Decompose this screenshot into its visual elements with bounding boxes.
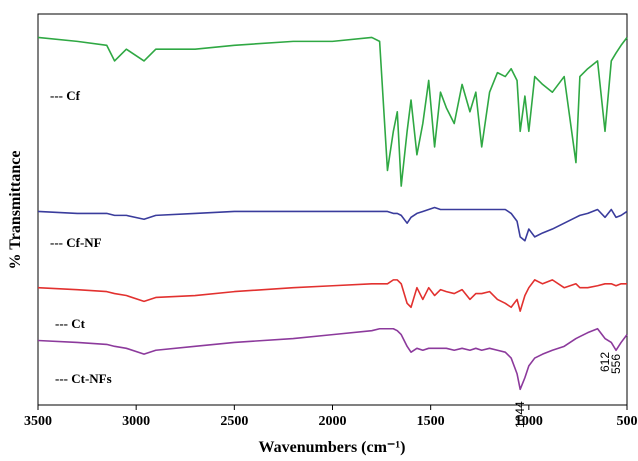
series-line: [37, 327, 628, 391]
peak-label: 1044: [513, 401, 527, 428]
x-tick-label: 500: [617, 414, 638, 429]
y-axis-title: % Transmittance: [7, 151, 24, 270]
peak-label: 556: [609, 354, 623, 374]
x-tick-label: 2500: [220, 414, 248, 429]
peak-label: 612: [598, 352, 612, 372]
series-line: [37, 206, 628, 242]
x-tick-label: 3500: [24, 414, 52, 429]
series-label: --- Cf: [50, 88, 81, 103]
plot-frame: [37, 13, 628, 406]
series-line: [37, 279, 627, 312]
x-tick-label: 1500: [417, 414, 445, 429]
series-line: [37, 36, 628, 187]
series-label: --- Cf-NF: [50, 235, 102, 250]
x-tick-label: 2000: [319, 414, 347, 429]
x-tick-label: 3000: [122, 414, 150, 429]
x-axis-title: Wavenumbers (cm⁻¹): [259, 439, 406, 456]
x-tick-label: 1000: [515, 414, 543, 429]
series-label: --- Ct: [55, 316, 86, 331]
series-label: --- Ct-NFs: [55, 371, 112, 386]
